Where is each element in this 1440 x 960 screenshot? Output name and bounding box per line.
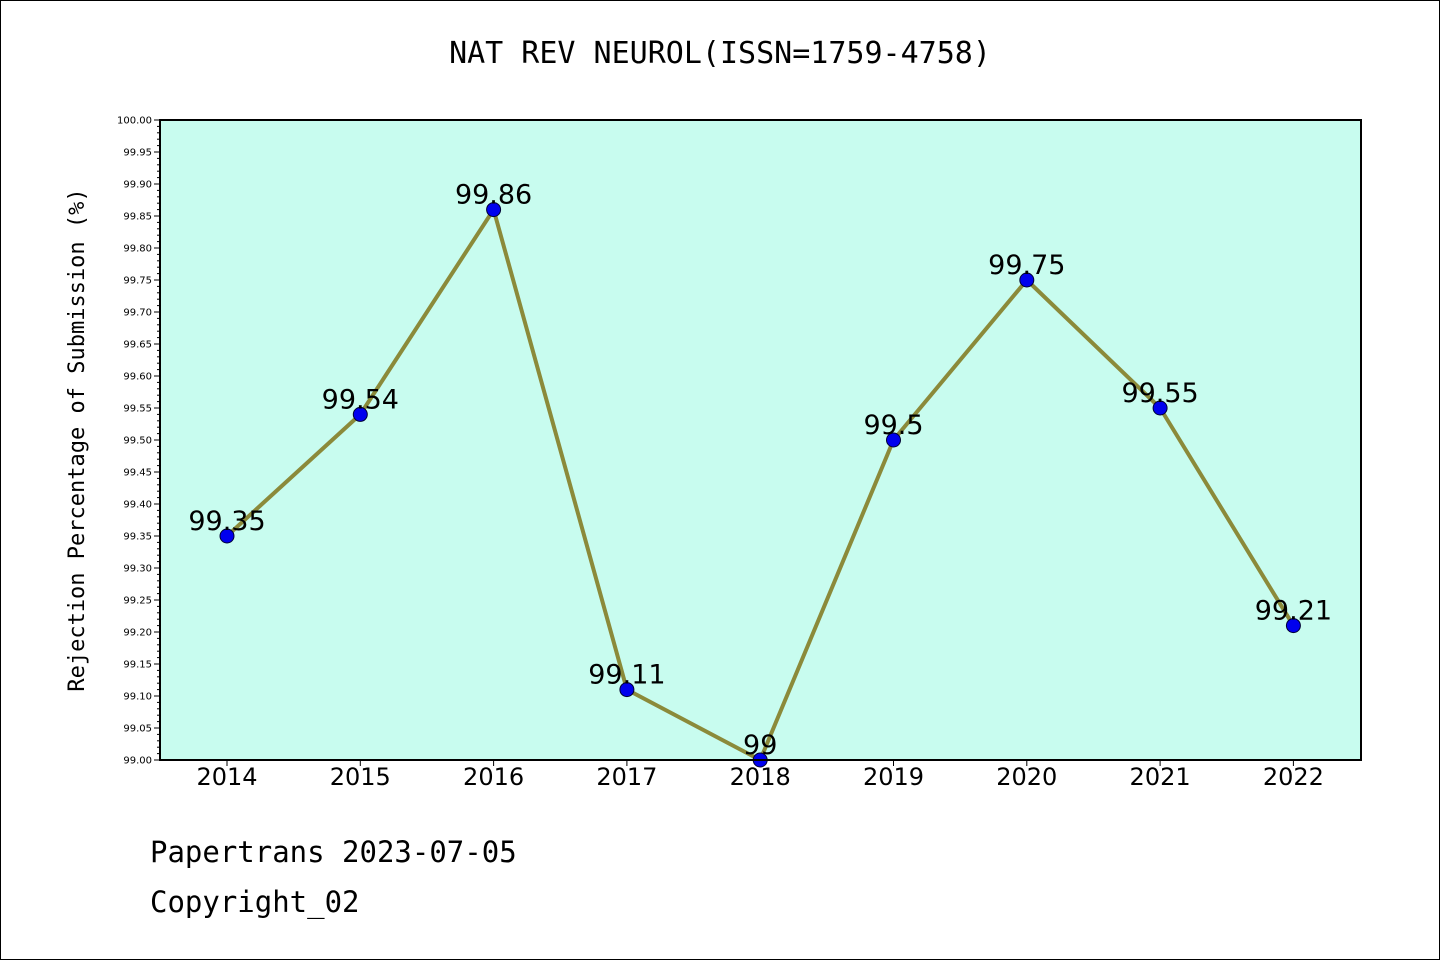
- data-point: [1152, 400, 1168, 416]
- data-labels: 99.35 99.54 99.86 99.11 99 99.5 99.75 99.55 99.2…: [188, 180, 1332, 761]
- data-point: [619, 682, 635, 698]
- y-tick-label: 99.45: [123, 468, 152, 479]
- x-tick-label: 2014: [196, 763, 257, 791]
- data-label: 99.5: [863, 410, 923, 441]
- y-axis: 99.00 99.05 99.10 99.15 99.20 99.25 99.30 99.35…: [117, 116, 160, 767]
- y-tick-label: 99.20: [123, 628, 152, 639]
- data-point: [486, 202, 502, 218]
- x-tick-label: 2016: [463, 763, 524, 791]
- y-tick-label: 100.00: [117, 116, 152, 127]
- y-axis-label: Rejection Percentage of Submission (%): [65, 188, 90, 691]
- y-tick-label: 99.55: [123, 404, 152, 415]
- data-label: 99: [743, 730, 777, 761]
- y-tick-label: 99.25: [123, 596, 152, 607]
- data-label: 99.75: [988, 250, 1065, 281]
- x-axis: 2014 2015 2016 2017 2018 2019 2020 2021 2022: [196, 760, 1324, 791]
- y-tick-label: 99.75: [123, 276, 152, 287]
- data-label: 99.54: [322, 384, 399, 415]
- y-tick-label: 99.40: [123, 500, 152, 511]
- x-tick-label: 2022: [1263, 763, 1324, 791]
- y-tick-label: 99.30: [123, 564, 152, 575]
- y-tick-label: 99.85: [123, 212, 152, 223]
- x-tick-label: 2019: [863, 763, 924, 791]
- y-tick-label: 99.00: [123, 756, 152, 767]
- data-label: 99.11: [588, 660, 665, 691]
- y-tick-label: 99.95: [123, 148, 152, 159]
- data-label: 99.35: [188, 506, 265, 537]
- y-tick-label: 99.60: [123, 372, 152, 383]
- data-point: [886, 432, 901, 448]
- series-markers: [219, 202, 1301, 768]
- data-label: 99.21: [1255, 596, 1332, 627]
- x-tick-label: 2021: [1130, 763, 1191, 791]
- y-tick-label: 99.15: [123, 660, 152, 671]
- x-tick-label: 2015: [330, 763, 391, 791]
- data-point: [1019, 272, 1035, 288]
- footer-copyright: Copyright_02: [150, 885, 360, 919]
- y-tick-label: 99.05: [123, 724, 152, 735]
- y-tick-label: 99.65: [123, 340, 152, 351]
- x-tick-label: 2017: [596, 763, 657, 791]
- plot-border: [159, 119, 1362, 761]
- x-tick-label: 2020: [996, 763, 1057, 791]
- chart-title: NAT REV NEUROL(ISSN=1759-4758): [449, 36, 991, 71]
- x-tick-label: 2018: [730, 763, 791, 791]
- y-tick-label: 99.70: [123, 308, 152, 319]
- y-tick-label: 99.90: [123, 180, 152, 191]
- data-label: 99.55: [1121, 378, 1198, 409]
- data-point: [352, 406, 368, 422]
- data-label: 99.86: [455, 180, 532, 211]
- y-tick-label: 99.35: [123, 532, 152, 543]
- y-tick-label: 99.10: [123, 692, 152, 703]
- plot-area: [160, 120, 1361, 760]
- data-point: [219, 528, 235, 544]
- y-tick-label: 99.50: [123, 436, 152, 447]
- footer-date: Papertrans 2023-07-05: [150, 835, 517, 869]
- y-tick-label: 99.80: [123, 244, 152, 255]
- data-point: [1285, 618, 1301, 634]
